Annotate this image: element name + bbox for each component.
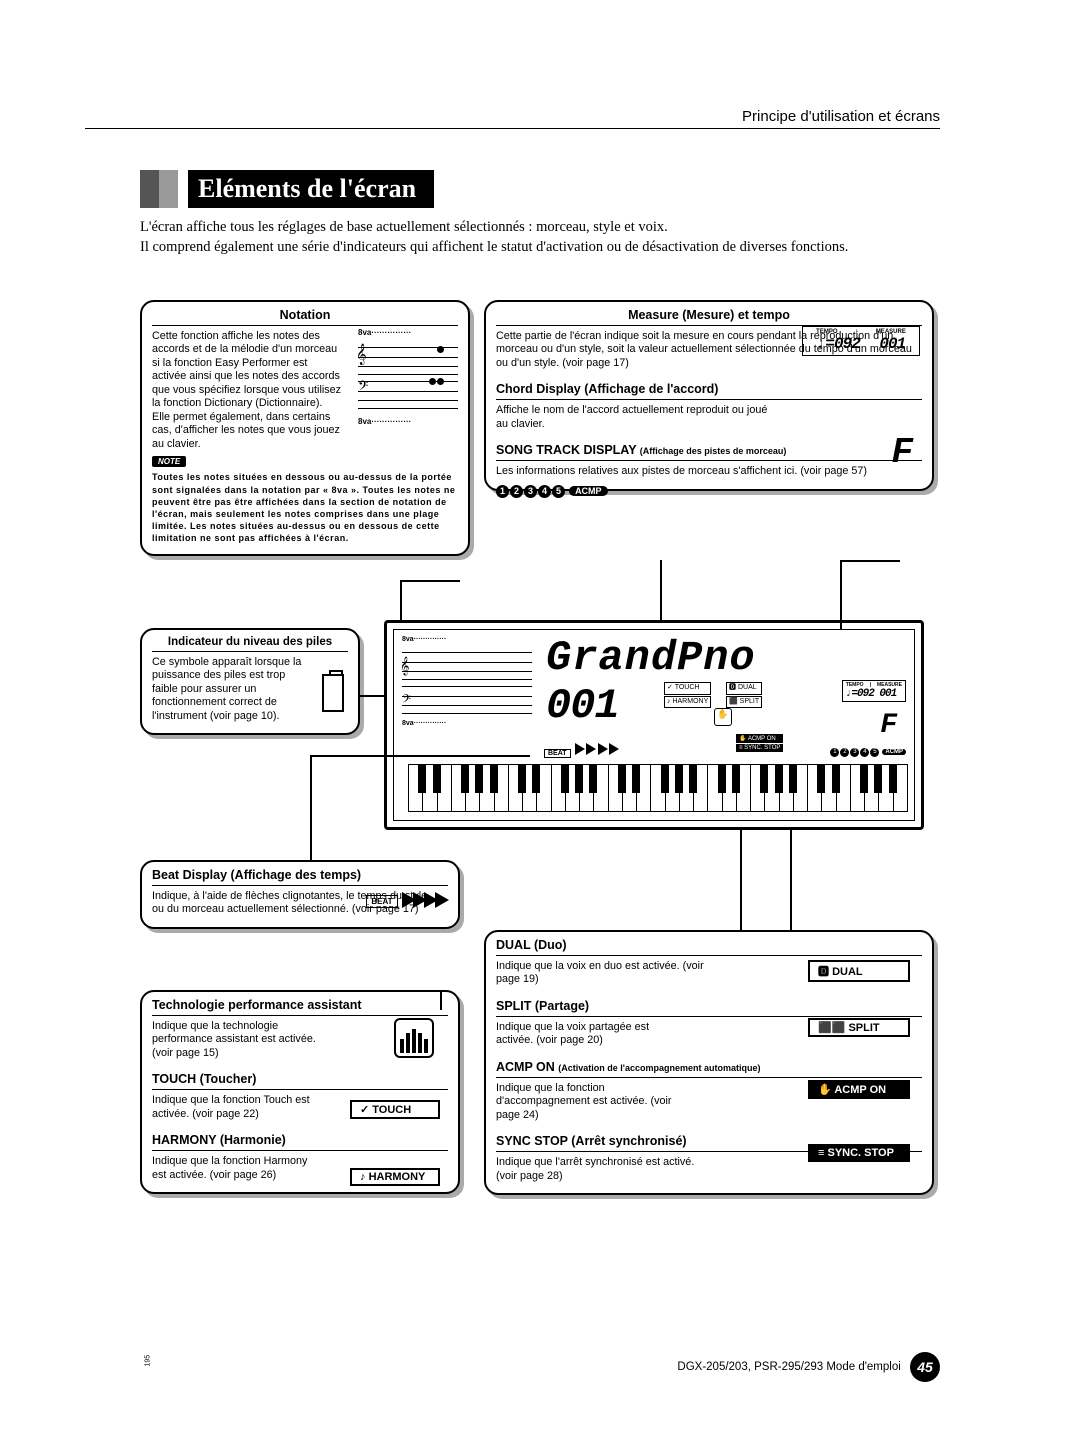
measure-chord-track-box: Measure (Mesure) et tempo Cette partie d… (484, 300, 934, 491)
notation-note: Toutes les notes situées en dessous ou a… (152, 471, 458, 544)
perf-assist-body: Indique que la technologie performance a… (152, 1020, 332, 1060)
perf-touch-harmony-box: Technologie performance assistant Indiqu… (140, 990, 460, 1194)
dual-title: DUAL (Duo) (496, 938, 922, 956)
side-number: 195 (145, 1355, 152, 1367)
footer-text: DGX-205/203, PSR-295/293 Mode d'emploi (677, 1361, 900, 1373)
split-badge: ⬛⬛ SPLIT (808, 1018, 910, 1037)
battery-box: Indicateur du niveau des piles Ce symbol… (140, 628, 360, 735)
dual-badge: 🅳 DUAL (808, 960, 910, 982)
harmony-title: HARMONY (Harmonie) (152, 1127, 448, 1151)
battery-title: Indicateur du niveau des piles (152, 636, 348, 652)
footer: DGX-205/203, PSR-295/293 Mode d'emploi 4… (677, 1352, 940, 1382)
songtrack-title: SONG TRACK DISPLAY (Affichage des pistes… (496, 437, 922, 461)
acmp-on-body: Indique que la fonction d'accompagnement… (496, 1082, 696, 1122)
ottava-top: 8va··············· (358, 328, 458, 337)
touch-badge: ✓ TOUCH (350, 1100, 440, 1119)
dual-body: Indique que la voix en duo est activée. … (496, 960, 726, 987)
hand-icon (394, 1018, 434, 1058)
acmp-on-badge: ✋ ACMP ON (808, 1080, 910, 1099)
lcd-chord: F (880, 710, 896, 741)
chord-value: F (891, 432, 912, 473)
notation-box: Notation Cette fonction affiche les note… (140, 300, 470, 556)
acmp-pill: ACMP (569, 486, 608, 496)
battery-body: Ce symbole apparaît lorsque la puissance… (152, 656, 302, 723)
beat-title: Beat Display (Affichage des temps) (152, 868, 448, 886)
sync-stop-body: Indique que l'arrêt synchronisé est acti… (496, 1156, 696, 1183)
section-title-bar: Eléments de l'écran (140, 170, 940, 208)
lcd-voice-name: GrandPno (546, 634, 756, 682)
touch-title: TOUCH (Toucher) (152, 1066, 448, 1090)
lcd-screen: 8va·············· 𝄞 𝄢 8va·············· … (384, 620, 924, 830)
notation-title: Notation (152, 308, 458, 326)
songtrack-body: Les informations relatives aux pistes de… (496, 465, 922, 478)
beat-box: Beat Display (Affichage des temps) Indiq… (140, 860, 460, 929)
battery-icon (322, 674, 344, 712)
lcd-keyboard (408, 764, 908, 812)
chord-title: Chord Display (Affichage de l'accord) (496, 376, 922, 400)
lcd-voice-num: 001 (546, 682, 619, 730)
ottava-bottom: 8va··············· (358, 417, 458, 426)
page-number: 45 (910, 1352, 940, 1382)
note-badge: NOTE (152, 456, 186, 467)
section-title: Eléments de l'écran (188, 170, 434, 208)
split-title: SPLIT (Partage) (496, 993, 922, 1017)
title-icon (140, 170, 178, 208)
touch-body: Indique que la fonction Touch est activé… (152, 1094, 322, 1121)
intro-text: L'écran affiche tous les réglages de bas… (140, 218, 940, 257)
chord-body: Affiche le nom de l'accord actuellement … (496, 404, 776, 431)
tempo-value: ♩=092 (817, 335, 860, 353)
harmony-badge: ♪ HARMONY (350, 1168, 440, 1186)
measure-value: 001 (879, 335, 905, 353)
dual-split-acmp-sync-box: DUAL (Duo) Indique que la voix en duo es… (484, 930, 934, 1195)
measure-title: Measure (Mesure) et tempo (496, 308, 922, 326)
acmp-on-title: ACMP ON (Activation de l'accompagnement … (496, 1054, 922, 1078)
perf-assist-title: Technologie performance assistant (152, 998, 448, 1016)
split-body: Indique que la voix partagée est activée… (496, 1021, 676, 1048)
notation-body: Cette fonction affiche les notes des acc… (152, 330, 342, 451)
harmony-body: Indique que la fonction Harmony est acti… (152, 1155, 322, 1182)
sync-stop-badge: ≡ SYNC. STOP (808, 1144, 910, 1162)
